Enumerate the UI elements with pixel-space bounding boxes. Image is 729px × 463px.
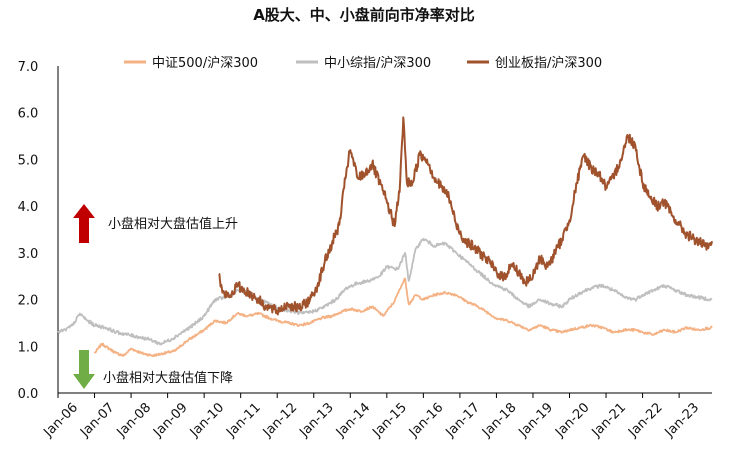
- legend-label: 中证500/沪深300: [152, 55, 258, 71]
- legend: 中证500/沪深300 中小综指/沪深300 创业板指/沪深300: [124, 55, 602, 71]
- x-tick-label: Jan-14: [333, 400, 374, 441]
- arrow-up-icon: [73, 204, 95, 243]
- annotation-down: 小盘相对大盘估值下降: [73, 350, 233, 389]
- arrow-down-icon: [73, 350, 95, 389]
- x-tick-label: Jan-13: [296, 400, 337, 441]
- y-tick-label: 7.0: [18, 60, 39, 75]
- annotation-up: 小盘相对大盘估值上升: [73, 204, 238, 243]
- y-tick-label: 3.0: [18, 247, 39, 262]
- legend-label: 创业板指/沪深300: [495, 55, 602, 71]
- y-tick-label: 5.0: [18, 153, 39, 168]
- x-tick-label: Jan-07: [77, 400, 118, 441]
- x-tick-label: Jan-10: [187, 400, 228, 441]
- y-axis: 0.0 1.0 2.0 3.0 4.0 5.0 6.0 7.0: [18, 60, 59, 402]
- x-tick-label: Jan-17: [442, 400, 483, 441]
- annotation-up-text: 小盘相对大盘估值上升: [108, 216, 238, 232]
- y-tick-label: 6.0: [18, 107, 39, 122]
- y-tick-label: 2.0: [18, 294, 39, 309]
- legend-label: 中小综指/沪深300: [324, 55, 431, 71]
- x-tick-label: Jan-21: [589, 400, 630, 441]
- x-tick-label: Jan-19: [516, 400, 557, 441]
- x-tick-label: Jan-20: [552, 400, 593, 441]
- x-tick-label: Jan-12: [260, 400, 301, 441]
- y-tick-label: 4.0: [18, 200, 39, 215]
- x-tick-label: Jan-16: [406, 400, 447, 441]
- x-tick-label: Jan-23: [662, 400, 703, 441]
- x-tick-label: Jan-15: [369, 400, 410, 441]
- chart-title: A股大、中、小盘前向市净率对比: [253, 6, 475, 24]
- series-line-2: [57, 237, 713, 346]
- x-tick-label: Jan-11: [223, 400, 264, 441]
- series-line-3: [218, 116, 713, 316]
- x-tick-label: Jan-18: [479, 400, 520, 441]
- series-line-1: [93, 277, 713, 357]
- x-axis: Jan-06Jan-07Jan-08Jan-09Jan-10Jan-11Jan-…: [41, 392, 712, 441]
- x-tick-label: Jan-08: [114, 400, 155, 441]
- x-tick-label: Jan-22: [625, 400, 666, 441]
- annotation-down-text: 小盘相对大盘估值下降: [103, 370, 233, 386]
- y-tick-label: 1.0: [18, 340, 39, 355]
- y-tick-label: 0.0: [18, 387, 39, 402]
- x-tick-label: Jan-09: [150, 400, 191, 441]
- x-tick-label: Jan-06: [41, 400, 82, 441]
- series-layer: [57, 116, 713, 357]
